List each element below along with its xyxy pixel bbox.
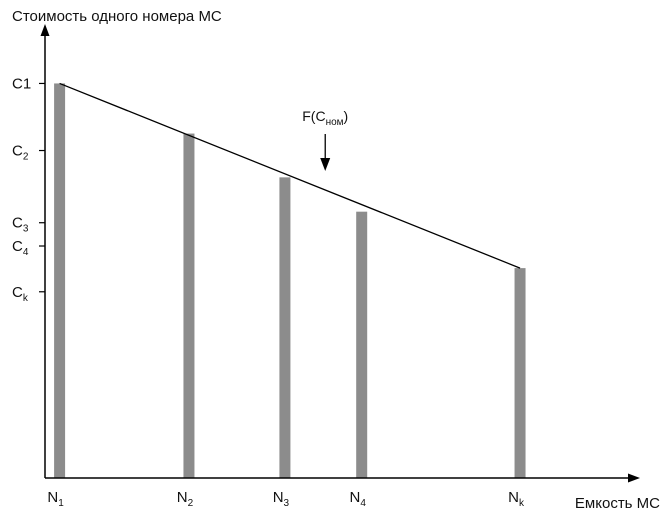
annotation-layer: F(Cном): [302, 108, 348, 171]
y-axis-arrow-icon: [40, 24, 50, 36]
bar-4: [356, 211, 368, 478]
annotation-label: F(Cном): [302, 108, 348, 128]
x-axis-title: Емкость МС: [575, 495, 660, 512]
bars-layer: [54, 83, 526, 479]
annotation-arrow-icon: [320, 158, 331, 171]
x-tick-label-1: N1: [47, 489, 64, 509]
x-tick-label-5: Nk: [508, 489, 525, 509]
x-tick-label-3: N3: [273, 489, 290, 509]
bar-2: [183, 133, 195, 478]
bar-3: [279, 177, 291, 478]
x-tick-label-4: N4: [349, 489, 366, 509]
trend-line: [59, 82, 521, 269]
y-axis-title: Стоимость одного номера МС: [12, 8, 222, 25]
y-tick-label-1: C1: [12, 75, 31, 92]
x-axis-arrow-icon: [628, 473, 640, 483]
x-tick-label-2: N2: [177, 489, 194, 509]
y-tick-label-3: C3: [12, 215, 29, 235]
y-tick-label-5: Ck: [12, 284, 29, 304]
y-tick-label-4: C4: [12, 238, 29, 258]
axes-layer: [40, 24, 640, 483]
bar-1: [54, 83, 66, 479]
bar-5: [514, 268, 526, 478]
y-tick-label-2: C2: [12, 143, 29, 163]
ticks-layer: C1 C2 C3 C4 Ck: [12, 75, 45, 304]
xlabels-layer: N1 N2 N3 N4 Nk: [47, 489, 525, 509]
trend-layer: [59, 82, 521, 269]
